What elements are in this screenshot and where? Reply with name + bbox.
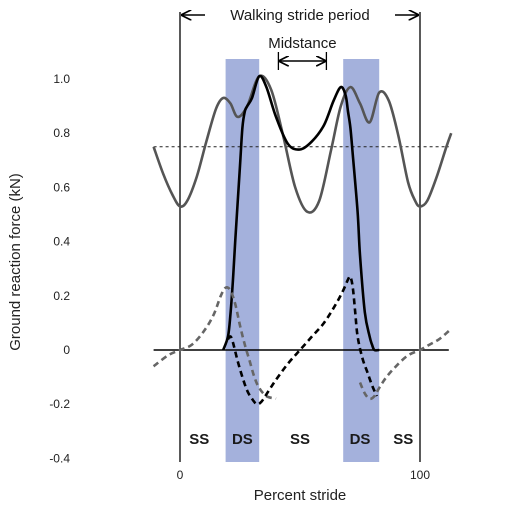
y-tick-label: 0 (63, 343, 70, 357)
y-tick-label: 0.2 (53, 289, 70, 303)
y-tick-label: 0.4 (53, 235, 70, 249)
phase-label: DS (232, 431, 253, 448)
stride-period-label: Walking stride period (230, 7, 370, 24)
stride-label-backing (205, 4, 395, 26)
annotations: Walking stride period Midstance (182, 4, 418, 70)
x-axis-title: Percent stride (254, 487, 347, 504)
x-tick-label: 0 (177, 468, 184, 482)
y-tick-label: 0.8 (53, 126, 70, 140)
phase-label: SS (189, 431, 209, 448)
x-tick-label: 100 (410, 468, 430, 482)
phase-label: SS (393, 431, 413, 448)
series-fore-aft-total (152, 286, 277, 401)
y-tick-label: 1.0 (53, 72, 70, 86)
series-fore-aft-limb (226, 275, 378, 406)
y-tick-label: -0.2 (49, 397, 70, 411)
series-fore-aft-total-right (358, 330, 450, 401)
force-curves (152, 74, 453, 406)
series-vertical-total (152, 74, 453, 214)
phase-labels: SS DS SS DS SS (189, 431, 413, 448)
y-tick-label: 0.6 (53, 180, 70, 194)
axis-ticks: 1.0 0.8 0.6 0.4 0.2 0 -0.2 -0.4 0 100 (49, 72, 430, 482)
midstance-label: Midstance (268, 35, 336, 52)
phase-label: DS (350, 431, 371, 448)
phase-label: SS (290, 431, 310, 448)
y-axis-title: Ground reaction force (kN) (7, 173, 24, 351)
reference-lines (153, 12, 449, 462)
double-support-bands (225, 59, 380, 462)
series-vertical-limb (221, 74, 380, 352)
y-tick-label: -0.4 (49, 451, 70, 465)
